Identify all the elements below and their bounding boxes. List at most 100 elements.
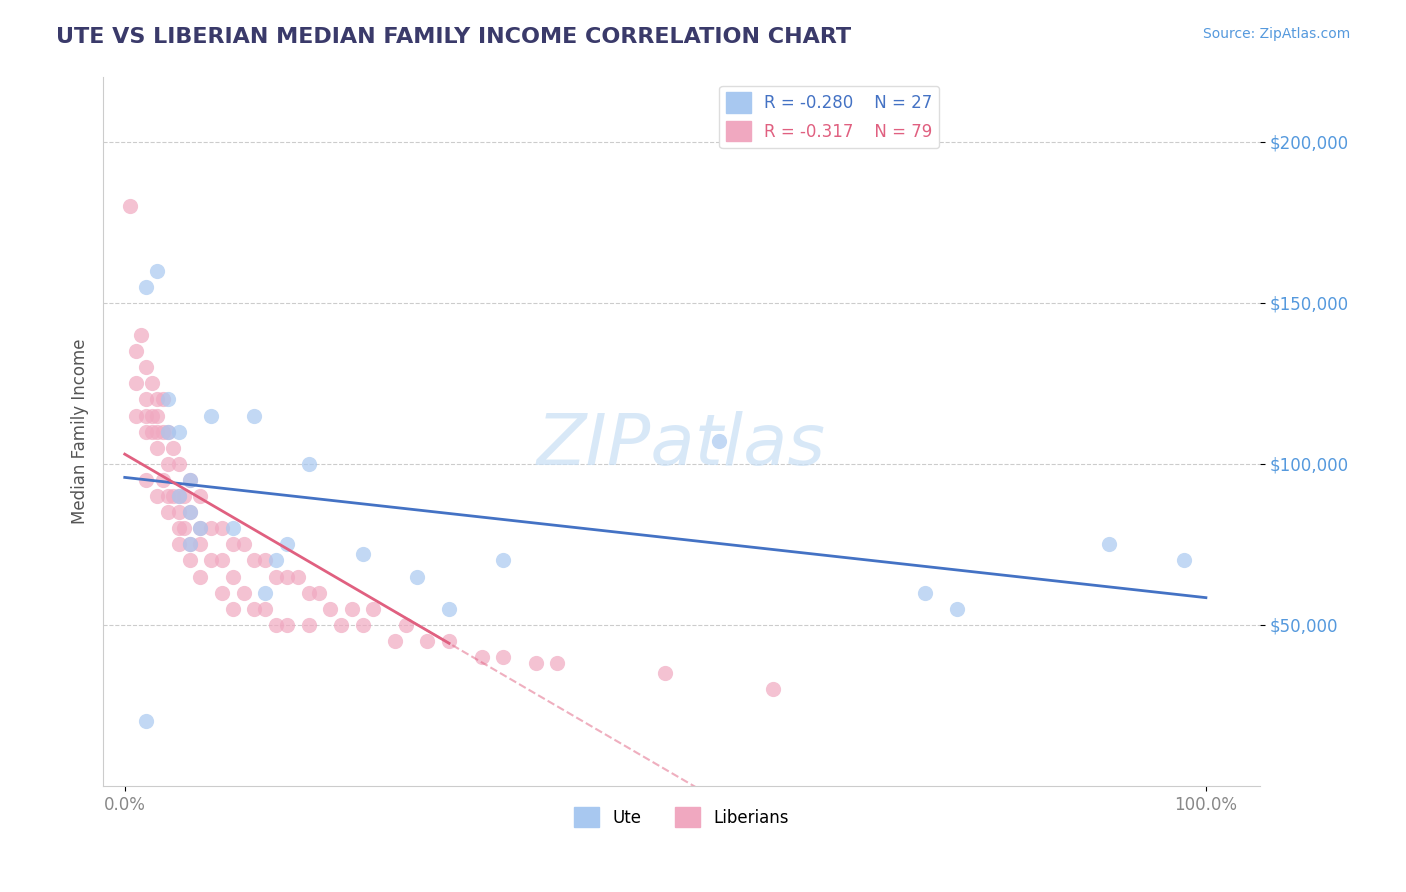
Point	[352, 617, 374, 632]
Text: ZIPatlas: ZIPatlas	[537, 411, 827, 480]
Point	[141, 376, 163, 391]
Point	[129, 328, 152, 343]
Point	[254, 553, 277, 567]
Point	[156, 425, 179, 439]
Point	[222, 537, 245, 551]
Point	[222, 601, 245, 615]
Point	[156, 392, 179, 407]
Point	[179, 505, 201, 519]
Point	[1173, 553, 1195, 567]
Point	[211, 585, 233, 599]
Point	[232, 537, 254, 551]
Point	[243, 553, 266, 567]
Point	[190, 569, 212, 583]
Point	[416, 633, 439, 648]
Point	[340, 601, 363, 615]
Point	[363, 601, 385, 615]
Point	[946, 601, 969, 615]
Point	[135, 425, 157, 439]
Point	[546, 657, 568, 671]
Point	[167, 521, 190, 535]
Point	[297, 617, 319, 632]
Point	[146, 425, 169, 439]
Point	[395, 617, 418, 632]
Point	[179, 473, 201, 487]
Point	[264, 617, 287, 632]
Point	[200, 521, 222, 535]
Point	[120, 199, 142, 213]
Point	[914, 585, 936, 599]
Point	[152, 425, 174, 439]
Point	[156, 425, 179, 439]
Point	[264, 569, 287, 583]
Legend: Ute, Liberians: Ute, Liberians	[568, 800, 796, 834]
Point	[146, 392, 169, 407]
Point	[173, 489, 195, 503]
Point	[222, 569, 245, 583]
Point	[167, 489, 190, 503]
Point	[276, 537, 298, 551]
Point	[156, 505, 179, 519]
Point	[437, 601, 460, 615]
Point	[179, 473, 201, 487]
Point	[211, 553, 233, 567]
Point	[319, 601, 342, 615]
Point	[762, 682, 785, 697]
Point	[264, 553, 287, 567]
Point	[141, 409, 163, 423]
Point	[297, 457, 319, 471]
Point	[167, 505, 190, 519]
Point	[308, 585, 330, 599]
Point	[167, 489, 190, 503]
Point	[297, 585, 319, 599]
Point	[179, 537, 201, 551]
Point	[243, 409, 266, 423]
Point	[135, 279, 157, 293]
Point	[146, 263, 169, 277]
Point	[254, 585, 277, 599]
Point	[167, 537, 190, 551]
Point	[146, 409, 169, 423]
Point	[287, 569, 309, 583]
Point	[124, 344, 146, 359]
Point	[167, 457, 190, 471]
Point	[162, 441, 184, 455]
Point	[135, 409, 157, 423]
Point	[492, 553, 515, 567]
Point	[162, 489, 184, 503]
Y-axis label: Median Family Income: Median Family Income	[72, 339, 89, 524]
Point	[190, 521, 212, 535]
Point	[470, 650, 492, 665]
Point	[190, 537, 212, 551]
Point	[352, 547, 374, 561]
Point	[146, 489, 169, 503]
Point	[146, 441, 169, 455]
Point	[135, 360, 157, 375]
Point	[232, 585, 254, 599]
Point	[156, 489, 179, 503]
Point	[190, 489, 212, 503]
Point	[492, 650, 515, 665]
Text: Source: ZipAtlas.com: Source: ZipAtlas.com	[1202, 27, 1350, 41]
Point	[276, 617, 298, 632]
Point	[124, 376, 146, 391]
Point	[200, 409, 222, 423]
Point	[1097, 537, 1119, 551]
Point	[190, 521, 212, 535]
Text: UTE VS LIBERIAN MEDIAN FAMILY INCOME CORRELATION CHART: UTE VS LIBERIAN MEDIAN FAMILY INCOME COR…	[56, 27, 852, 46]
Point	[243, 601, 266, 615]
Point	[173, 521, 195, 535]
Point	[654, 666, 676, 681]
Point	[135, 714, 157, 729]
Point	[384, 633, 406, 648]
Point	[405, 569, 427, 583]
Point	[437, 633, 460, 648]
Point	[124, 409, 146, 423]
Point	[179, 505, 201, 519]
Point	[179, 553, 201, 567]
Point	[152, 473, 174, 487]
Point	[276, 569, 298, 583]
Point	[222, 521, 245, 535]
Point	[156, 457, 179, 471]
Point	[330, 617, 353, 632]
